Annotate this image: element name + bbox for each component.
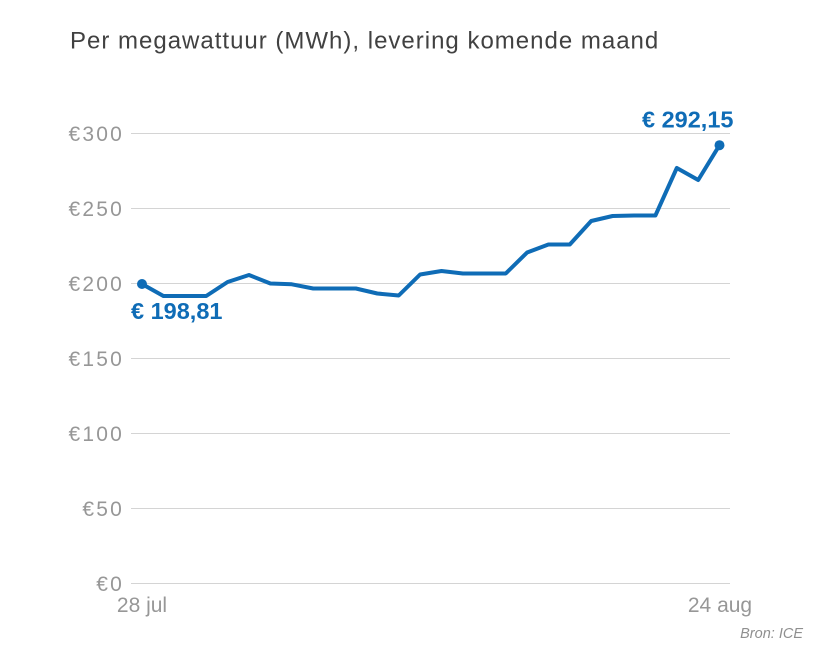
svg-text:€150: €150 [68,348,124,371]
svg-text:€100: €100 [68,423,124,446]
svg-text:€250: €250 [68,198,124,221]
svg-text:€ 198,81: € 198,81 [131,298,222,324]
svg-text:€200: €200 [68,273,124,296]
svg-text:€ 292,15: € 292,15 [642,107,733,133]
svg-text:€0: €0 [96,573,124,596]
svg-text:28 jul: 28 jul [117,594,167,617]
svg-text:Bron: ICE: Bron: ICE [740,626,803,642]
svg-text:24 aug: 24 aug [688,594,752,617]
svg-text:€300: €300 [68,123,124,146]
svg-text:Per megawattuur (MWh), leverin: Per megawattuur (MWh), levering komende … [70,28,659,55]
svg-text:€50: €50 [82,498,124,521]
